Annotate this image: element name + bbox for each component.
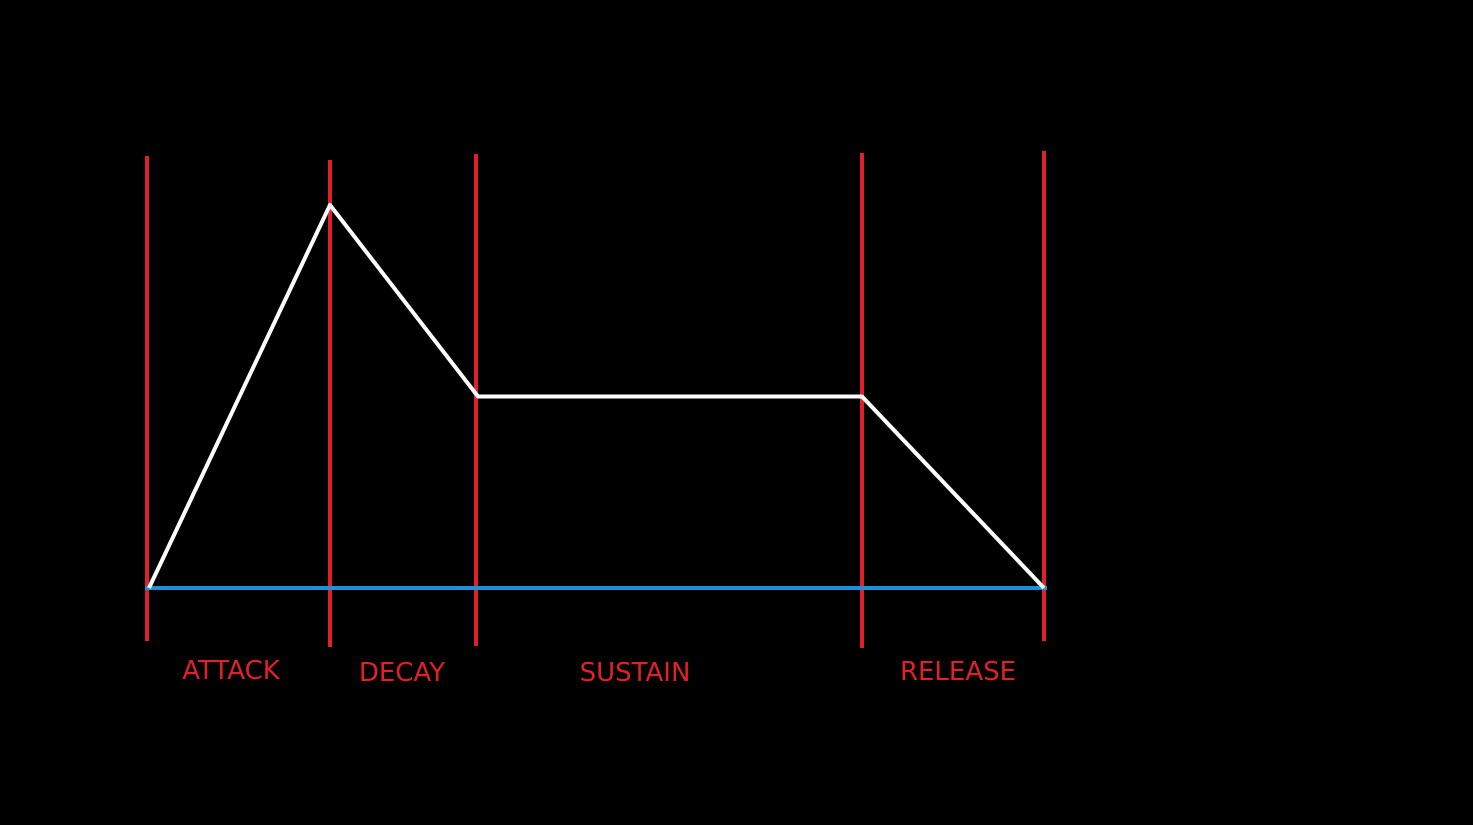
label-decay: DECAY — [359, 658, 445, 688]
label-release: RELEASE — [900, 657, 1016, 687]
label-sustain: SUSTAIN — [580, 658, 691, 688]
envelope-curve — [147, 203, 1046, 590]
label-attack: ATTACK — [182, 656, 281, 686]
